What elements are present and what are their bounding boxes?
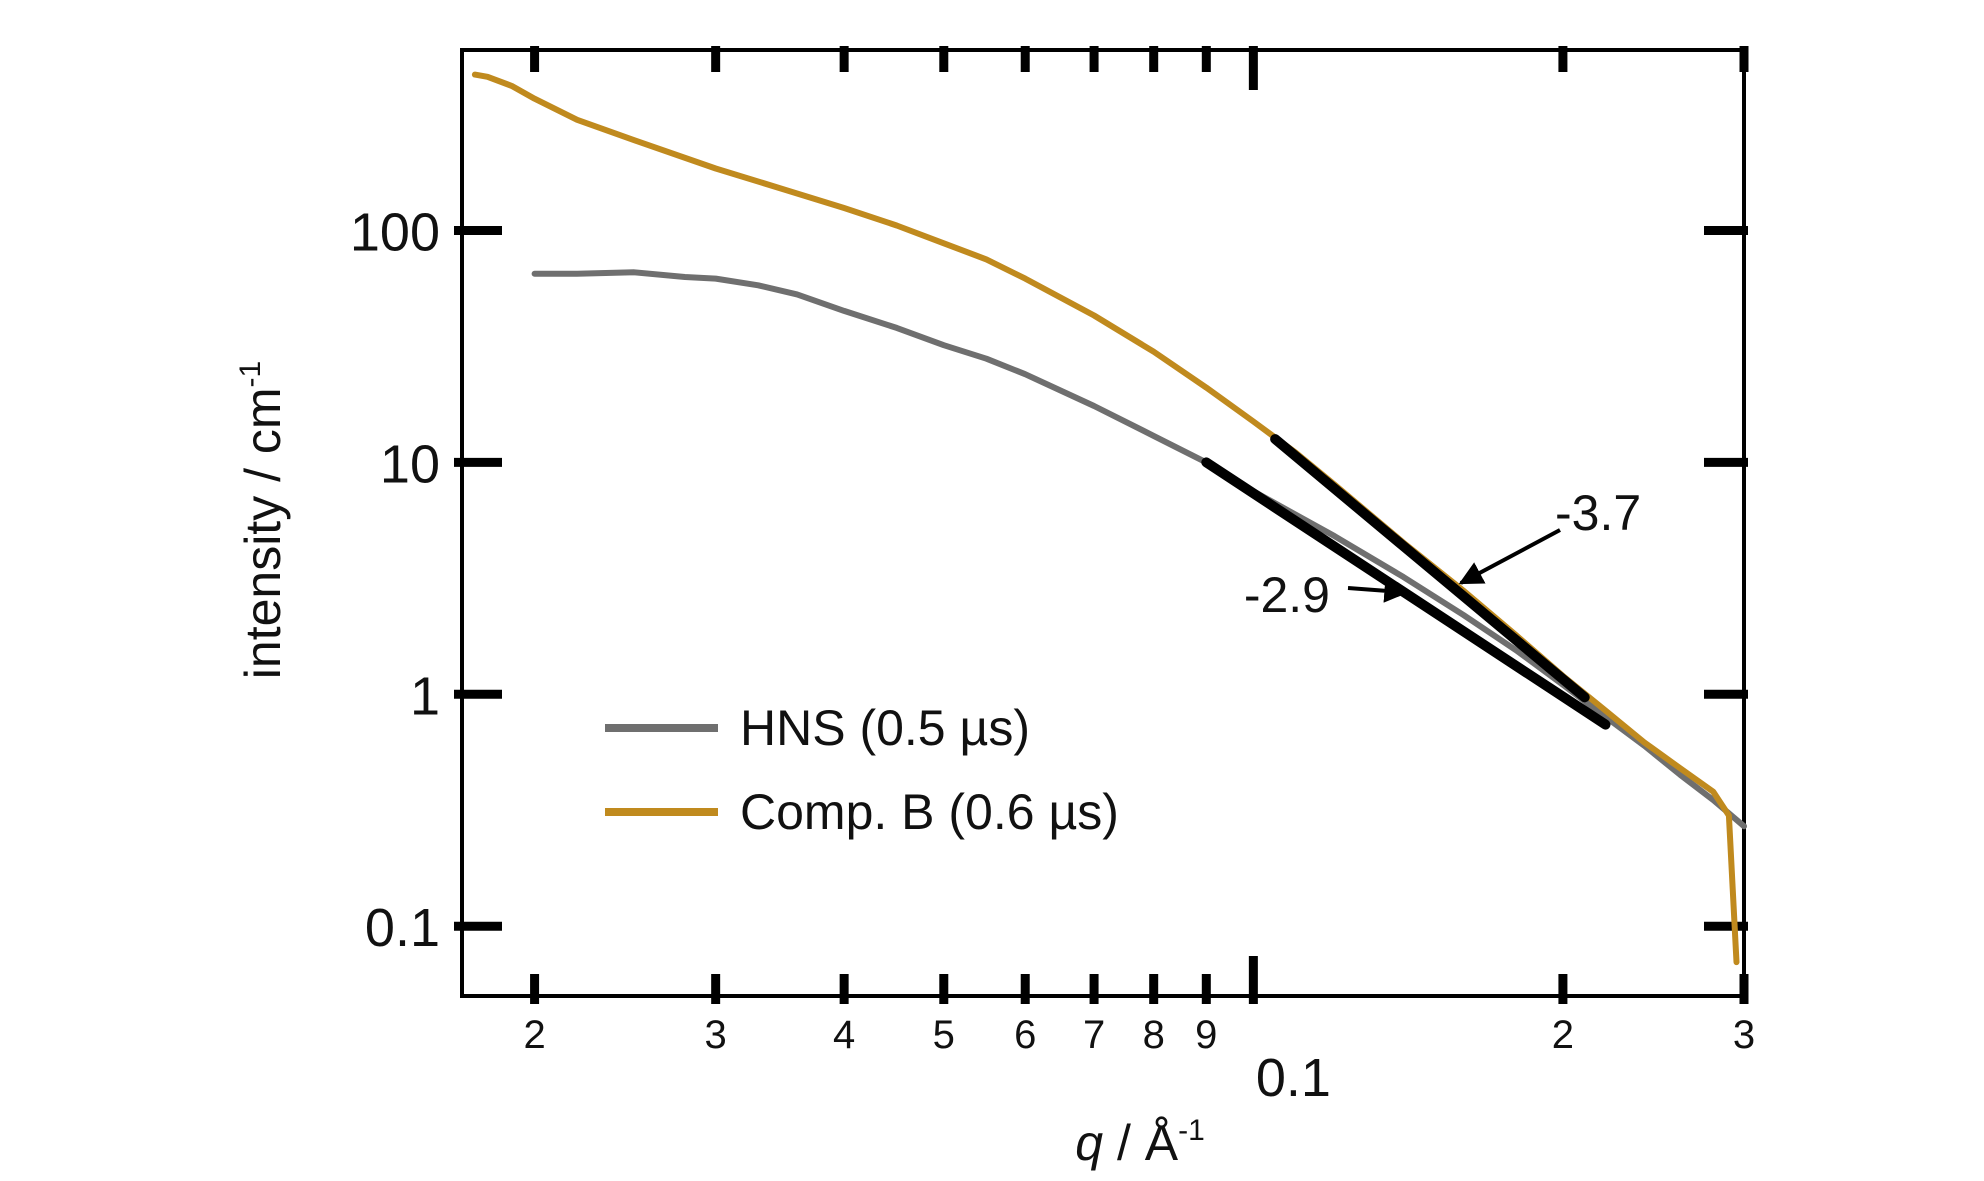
legend-label-compb: Comp. B (0.6 µs) bbox=[740, 784, 1119, 840]
legend-label-hns: HNS (0.5 µs) bbox=[740, 700, 1030, 756]
annotation-label-1: -3.7 bbox=[1555, 485, 1641, 541]
x-minor-tick-label-9: 3 bbox=[1733, 1013, 1755, 1057]
annotation-arrow-1 bbox=[1458, 528, 1561, 585]
x-axis-title-unit: / Å bbox=[1103, 1115, 1179, 1171]
x-axis-ticks: 2 3 4 5 6 7 8 9 2 3 0.1 bbox=[523, 46, 1755, 1108]
y-tick-label-0: 100 bbox=[350, 202, 440, 262]
x-axis-title-variable: q bbox=[1075, 1115, 1103, 1171]
x-minor-tick-label-0: 2 bbox=[523, 1013, 545, 1057]
x-major-tick-label-0: 0.1 bbox=[1256, 1048, 1331, 1108]
y-tick-label-2: 1 bbox=[410, 666, 440, 726]
y-tick-label-1: 10 bbox=[380, 434, 440, 494]
plot-frame bbox=[460, 48, 1746, 998]
series-line-0 bbox=[531, 269, 1747, 830]
y-tick-label-3: 0.1 bbox=[365, 898, 440, 958]
x-minor-tick-label-3: 5 bbox=[933, 1013, 955, 1057]
x-axis-title: q / Å-1 bbox=[1075, 1114, 1205, 1171]
y-axis-title-text: intensity / cm bbox=[235, 387, 291, 679]
fit-line-1 bbox=[1270, 434, 1590, 703]
annotation-label-0: -2.9 bbox=[1244, 567, 1330, 623]
x-minor-tick-label-5: 7 bbox=[1083, 1013, 1105, 1057]
annotation-arrow-0 bbox=[1347, 578, 1409, 603]
x-minor-tick-label-6: 8 bbox=[1143, 1013, 1165, 1057]
annotations: -2.9 -3.7 bbox=[1244, 485, 1641, 623]
y-axis-title-exponent: -1 bbox=[234, 361, 267, 388]
x-minor-tick-label-2: 4 bbox=[833, 1013, 855, 1057]
y-axis-title: intensity / cm-1 bbox=[234, 361, 291, 679]
plot-area: 100 10 1 0.1 2 3 4 5 6 7 8 9 2 3 0.1 -2.9 -3.7 bbox=[350, 46, 1755, 1108]
x-minor-tick-label-4: 6 bbox=[1014, 1013, 1036, 1057]
x-minor-tick-label-1: 3 bbox=[705, 1013, 727, 1057]
x-axis-title-exponent: -1 bbox=[1178, 1114, 1205, 1147]
x-minor-tick-label-7: 9 bbox=[1195, 1013, 1217, 1057]
x-minor-tick-label-8: 2 bbox=[1552, 1013, 1574, 1057]
y-axis-ticks: 100 10 1 0.1 bbox=[350, 202, 1748, 958]
series-layer bbox=[471, 71, 1747, 966]
legend: HNS (0.5 µs) Comp. B (0.6 µs) bbox=[605, 700, 1119, 840]
